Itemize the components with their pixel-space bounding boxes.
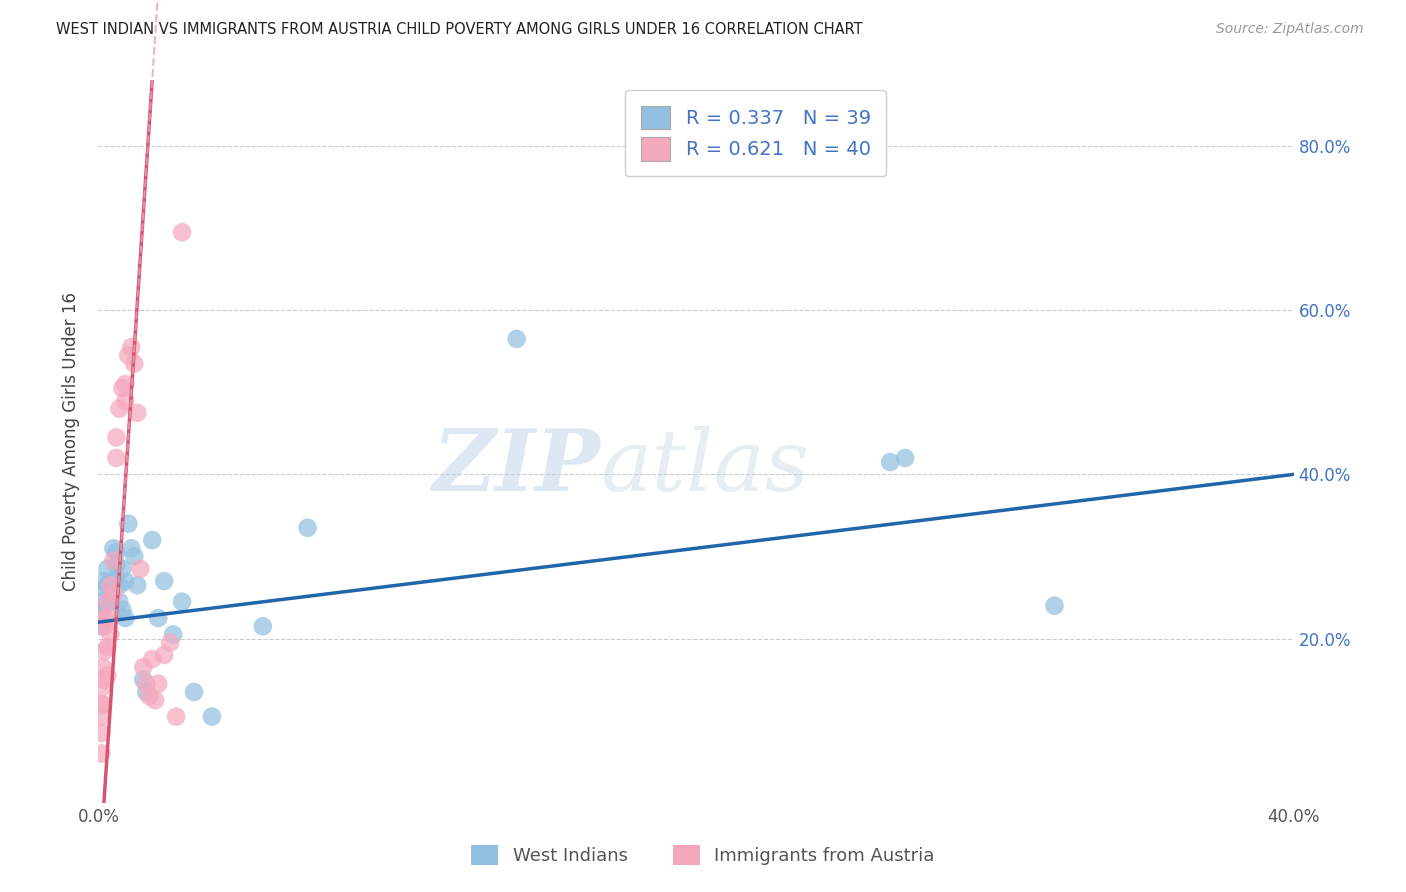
Point bbox=[93, 644, 115, 658]
Point bbox=[105, 430, 128, 444]
Legend: West Indians, Immigrants from Austria: West Indians, Immigrants from Austria bbox=[463, 836, 943, 874]
Point bbox=[111, 381, 134, 395]
Point bbox=[90, 726, 112, 740]
Point bbox=[108, 594, 131, 608]
Point bbox=[90, 681, 112, 695]
Point bbox=[91, 660, 114, 674]
Point bbox=[108, 401, 131, 416]
Legend: R = 0.337   N = 39, R = 0.621   N = 40: R = 0.337 N = 39, R = 0.621 N = 40 bbox=[626, 90, 886, 177]
Point bbox=[138, 689, 160, 703]
Point bbox=[148, 611, 170, 625]
Point bbox=[96, 594, 118, 608]
Point bbox=[93, 619, 115, 633]
Point bbox=[103, 541, 125, 556]
Point bbox=[153, 648, 176, 662]
Point bbox=[91, 698, 114, 712]
Point bbox=[105, 558, 128, 572]
Point bbox=[91, 574, 114, 588]
Point bbox=[96, 611, 118, 625]
Point bbox=[98, 578, 122, 592]
Point bbox=[141, 652, 163, 666]
Y-axis label: Child Poverty Among Girls Under 16: Child Poverty Among Girls Under 16 bbox=[62, 292, 80, 591]
Point bbox=[98, 594, 122, 608]
Point bbox=[93, 599, 115, 613]
Point bbox=[111, 562, 134, 576]
Point bbox=[135, 677, 157, 691]
Point bbox=[90, 619, 112, 633]
Point bbox=[105, 450, 128, 465]
Point bbox=[506, 332, 529, 346]
Point bbox=[117, 516, 139, 531]
Point bbox=[124, 357, 146, 371]
Point bbox=[90, 709, 112, 723]
Point bbox=[90, 698, 112, 712]
Point bbox=[165, 709, 187, 723]
Point bbox=[141, 533, 163, 547]
Point bbox=[120, 340, 142, 354]
Point bbox=[98, 574, 122, 588]
Point bbox=[135, 685, 157, 699]
Point bbox=[105, 545, 128, 559]
Point bbox=[103, 553, 125, 567]
Point bbox=[103, 586, 125, 600]
Text: atlas: atlas bbox=[600, 425, 810, 508]
Point bbox=[96, 562, 118, 576]
Point bbox=[129, 562, 152, 576]
Text: WEST INDIAN VS IMMIGRANTS FROM AUSTRIA CHILD POVERTY AMONG GIRLS UNDER 16 CORREL: WEST INDIAN VS IMMIGRANTS FROM AUSTRIA C… bbox=[56, 22, 863, 37]
Text: ZIP: ZIP bbox=[433, 425, 600, 508]
Point bbox=[108, 578, 131, 592]
Point bbox=[90, 747, 112, 761]
Point bbox=[894, 450, 917, 465]
Point bbox=[172, 594, 194, 608]
Point bbox=[103, 574, 125, 588]
Point bbox=[93, 673, 115, 687]
Point bbox=[96, 578, 118, 592]
Point bbox=[252, 619, 274, 633]
Point bbox=[183, 685, 205, 699]
Point bbox=[96, 668, 118, 682]
Point bbox=[879, 455, 901, 469]
Point bbox=[90, 594, 112, 608]
Point bbox=[132, 660, 155, 674]
Point bbox=[148, 677, 170, 691]
Point bbox=[172, 225, 194, 239]
Point bbox=[93, 582, 115, 597]
Point bbox=[162, 627, 184, 641]
Point bbox=[124, 549, 146, 564]
Point bbox=[1043, 599, 1066, 613]
Point bbox=[201, 709, 224, 723]
Point bbox=[297, 521, 319, 535]
Text: Source: ZipAtlas.com: Source: ZipAtlas.com bbox=[1216, 22, 1364, 37]
Point bbox=[127, 406, 149, 420]
Point bbox=[111, 603, 134, 617]
Point bbox=[114, 611, 136, 625]
Point bbox=[153, 574, 176, 588]
Point bbox=[132, 673, 155, 687]
Point bbox=[90, 607, 112, 621]
Point bbox=[117, 348, 139, 362]
Point bbox=[93, 611, 115, 625]
Point bbox=[114, 377, 136, 392]
Point bbox=[98, 627, 122, 641]
Point bbox=[114, 574, 136, 588]
Point bbox=[143, 693, 166, 707]
Point bbox=[114, 393, 136, 408]
Point bbox=[120, 541, 142, 556]
Point bbox=[127, 578, 149, 592]
Point bbox=[96, 640, 118, 654]
Point bbox=[159, 636, 181, 650]
